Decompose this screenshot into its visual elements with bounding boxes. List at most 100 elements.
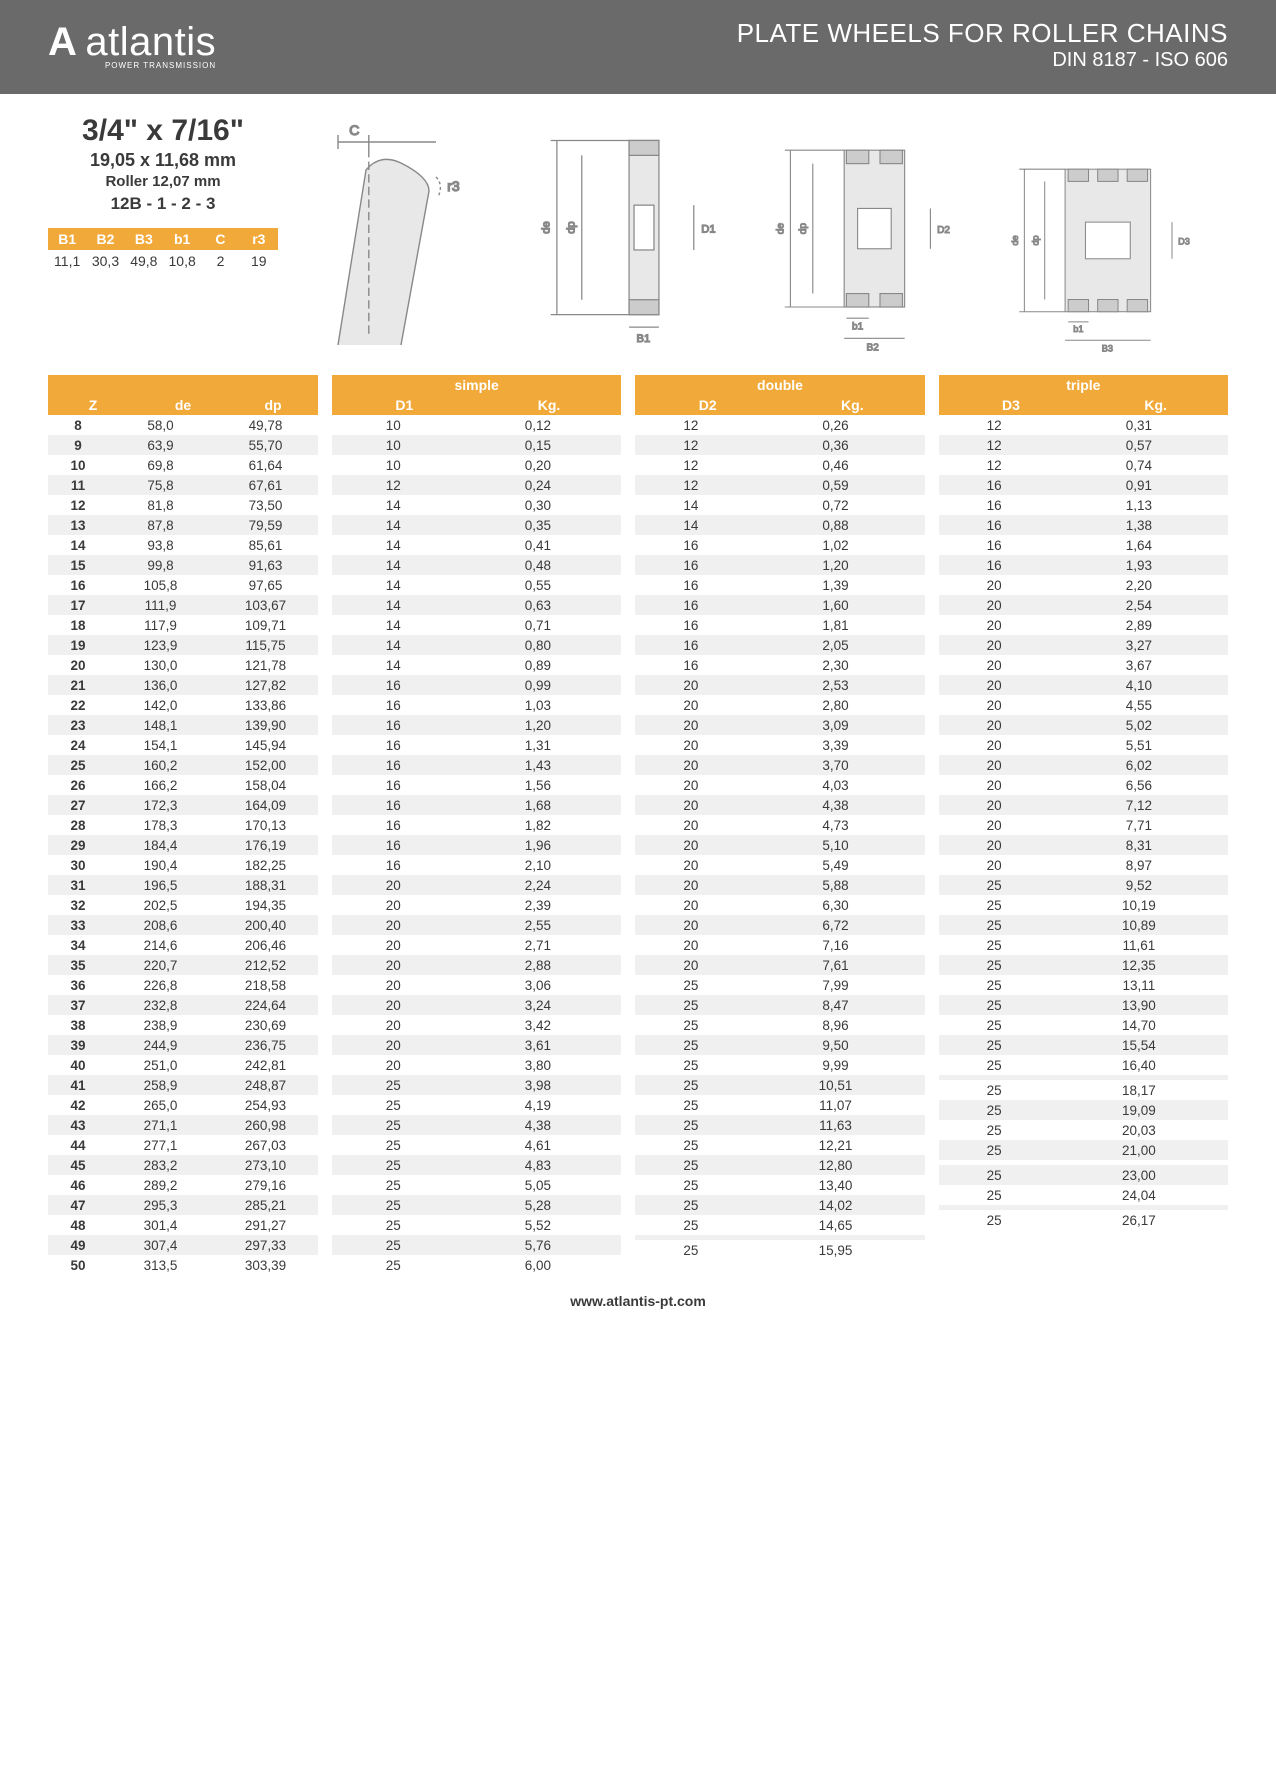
product-title: 3/4" x 7/16" xyxy=(48,114,278,148)
cell: 20 xyxy=(939,855,1050,875)
table-row: 207,16 xyxy=(635,935,924,955)
table-row: 1387,879,59 xyxy=(48,515,318,535)
cell: 25 xyxy=(332,1115,454,1135)
table-row: 50313,5303,39 xyxy=(48,1255,318,1275)
cell: 16 xyxy=(48,575,108,595)
table-row: 37232,8224,64 xyxy=(48,995,318,1015)
table-row: 140,80 xyxy=(332,635,621,655)
cell: 16 xyxy=(635,615,746,635)
svg-text:D2: D2 xyxy=(937,225,950,236)
cell: 15 xyxy=(48,555,108,575)
cell: 10 xyxy=(48,455,108,475)
cell: 13,40 xyxy=(746,1175,924,1195)
cell: 20 xyxy=(939,815,1050,835)
cell: 5,49 xyxy=(746,855,924,875)
table-row: 2511,63 xyxy=(635,1115,924,1135)
cell: 9,52 xyxy=(1050,875,1228,895)
cell: 25 xyxy=(939,1140,1050,1160)
table-row: 16105,897,65 xyxy=(48,575,318,595)
cell: 4,10 xyxy=(1050,675,1228,695)
svg-text:B3: B3 xyxy=(1102,343,1113,352)
cell: 46 xyxy=(48,1175,108,1195)
cell: 289,2 xyxy=(108,1175,213,1195)
cell: 5,05 xyxy=(454,1175,621,1195)
table-row: 161,13 xyxy=(939,495,1228,515)
cell: 0,72 xyxy=(746,495,924,515)
cell: 22 xyxy=(48,695,108,715)
table-row: 1599,891,63 xyxy=(48,555,318,575)
cell: 279,16 xyxy=(213,1175,318,1195)
table-triple-segment: triple D3Kg. 120,31120,57120,74160,91161… xyxy=(939,375,1228,1275)
cell: 16 xyxy=(332,795,454,815)
col-header-Kg.: Kg. xyxy=(477,395,622,415)
cell: 25 xyxy=(635,1095,746,1115)
svg-text:b1: b1 xyxy=(852,322,864,333)
cell: 1,31 xyxy=(454,735,621,755)
cell: 58,0 xyxy=(108,415,213,435)
cell: 13,11 xyxy=(1050,975,1228,995)
cell: 3,27 xyxy=(1050,635,1228,655)
cell: 244,9 xyxy=(108,1035,213,1055)
cell: 9 xyxy=(48,435,108,455)
cell: 1,82 xyxy=(454,815,621,835)
cell: 20 xyxy=(332,1055,454,1075)
table-row: 140,55 xyxy=(332,575,621,595)
table-row: 205,88 xyxy=(635,875,924,895)
table-row: 120,46 xyxy=(635,455,924,475)
cell: 2,10 xyxy=(454,855,621,875)
cell: 20 xyxy=(332,975,454,995)
table-row: 161,68 xyxy=(332,795,621,815)
cell: 258,9 xyxy=(108,1075,213,1095)
table-row: 120,26 xyxy=(635,415,924,435)
cell: 0,55 xyxy=(454,575,621,595)
table-row: 256,00 xyxy=(332,1255,621,1275)
cell: 20 xyxy=(332,995,454,1015)
cell: 12,35 xyxy=(1050,955,1228,975)
table-row: 255,76 xyxy=(332,1235,621,1255)
table-row: 2512,80 xyxy=(635,1155,924,1175)
cell: 61,64 xyxy=(213,455,318,475)
cell: 4,73 xyxy=(746,815,924,835)
cell: 196,5 xyxy=(108,875,213,895)
cell: 176,19 xyxy=(213,835,318,855)
cell: 55,70 xyxy=(213,435,318,455)
table-row: 30190,4182,25 xyxy=(48,855,318,875)
cell: 13 xyxy=(48,515,108,535)
small-header-B1: B1 xyxy=(48,228,86,250)
cell: 6,02 xyxy=(1050,755,1228,775)
table-row: 257,99 xyxy=(635,975,924,995)
table-row: 259,50 xyxy=(635,1035,924,1055)
cell: 79,59 xyxy=(213,515,318,535)
cell: 25 xyxy=(332,1155,454,1175)
cell: 97,65 xyxy=(213,575,318,595)
cell: 25 xyxy=(635,1215,746,1235)
cell: 25 xyxy=(939,1055,1050,1075)
cell: 4,61 xyxy=(454,1135,621,1155)
cell: 14 xyxy=(332,515,454,535)
table-row: 203,27 xyxy=(939,635,1228,655)
table-row: 208,97 xyxy=(939,855,1228,875)
cell: 14 xyxy=(332,635,454,655)
cell: 188,31 xyxy=(213,875,318,895)
diagram-triple: de dp D3 b1 B3 xyxy=(1004,159,1228,357)
cell: 271,1 xyxy=(108,1115,213,1135)
small-value-C: 2 xyxy=(201,250,239,272)
cell: 0,35 xyxy=(454,515,621,535)
cell: 14 xyxy=(332,555,454,575)
table-row: 204,10 xyxy=(939,675,1228,695)
cell: 154,1 xyxy=(108,735,213,755)
cell: 67,61 xyxy=(213,475,318,495)
cell: 8,31 xyxy=(1050,835,1228,855)
cell: 232,8 xyxy=(108,995,213,1015)
table-row: 203,61 xyxy=(332,1035,621,1055)
table-row: 100,12 xyxy=(332,415,621,435)
table-row: 2526,17 xyxy=(939,1210,1228,1230)
cell: 3,42 xyxy=(454,1015,621,1035)
table-row: 203,09 xyxy=(635,715,924,735)
table-row: 49307,4297,33 xyxy=(48,1235,318,1255)
cell: 145,94 xyxy=(213,735,318,755)
logo: A atlantis POWER TRANSMISSION xyxy=(48,20,216,70)
cell: 18,17 xyxy=(1050,1080,1228,1100)
cell: 16 xyxy=(332,715,454,735)
diagram-double: de dp D2 b1 B2 xyxy=(768,139,992,357)
